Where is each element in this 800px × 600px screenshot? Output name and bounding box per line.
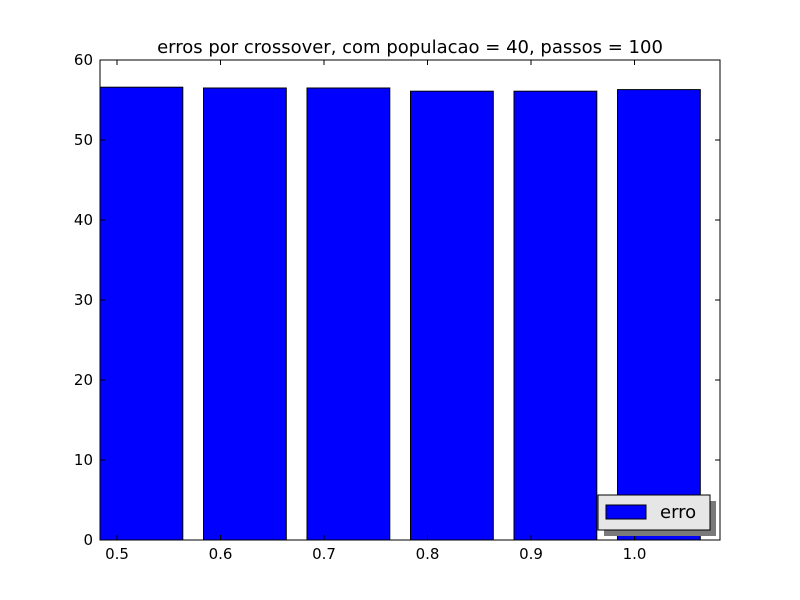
bar-0.9 (513, 90, 598, 541)
legend-label: erro (660, 502, 696, 523)
x-tick-label: 0.6 (209, 545, 233, 563)
y-tick-label: 0 (83, 531, 93, 549)
y-tick-label: 40 (74, 211, 93, 229)
x-tick-label: 0.5 (105, 545, 129, 563)
x-tick-label: 1.0 (623, 545, 647, 563)
x-tick-label: 0.9 (519, 545, 543, 563)
y-tick-label: 30 (74, 291, 93, 309)
legend-swatch (605, 504, 647, 520)
chart-title: erros por crossover, com populacao = 40,… (157, 37, 663, 58)
bars-group (99, 86, 701, 541)
y-tick-label: 10 (74, 451, 93, 469)
y-tick-label: 50 (74, 131, 93, 149)
bar-0.7 (306, 87, 391, 541)
y-tick-label: 60 (74, 51, 93, 69)
x-tick-label: 0.7 (312, 545, 336, 563)
ticks-group: 0.5 0.6 0.7 0.8 0.9 1.0 0 10 20 30 40 50 60 (74, 51, 720, 563)
bar-0.6 (203, 87, 287, 541)
bar-0.8 (410, 90, 494, 541)
y-tick-label: 20 (74, 371, 93, 389)
x-tick-label: 0.8 (416, 545, 440, 563)
legend: erro (597, 494, 716, 536)
bar-0.5 (99, 86, 184, 541)
bar-1.0 (617, 89, 701, 541)
